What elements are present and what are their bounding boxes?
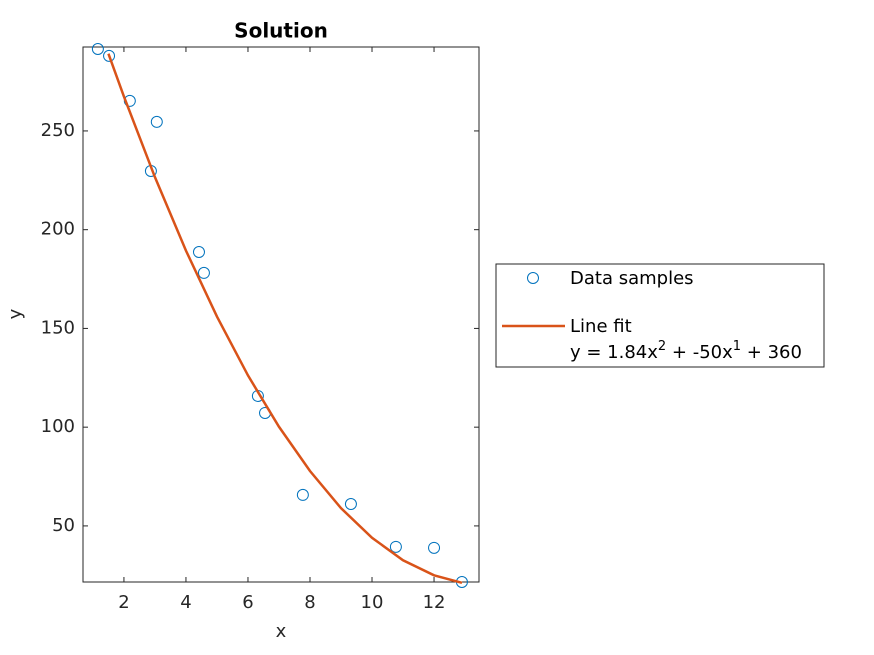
- data-point: [428, 541, 441, 554]
- legend-equation: y = 1.84x2 + -50x1 + 360: [570, 339, 802, 364]
- superscript: 2: [658, 339, 666, 354]
- equation-part: + 360: [741, 342, 802, 363]
- fit-line: [107, 53, 463, 584]
- y-tick-label: 200: [41, 219, 75, 240]
- data-point: [192, 245, 205, 258]
- x-tick-label: 8: [304, 592, 315, 613]
- x-tick-label: 10: [361, 592, 384, 613]
- legend-label: Data samples: [570, 268, 694, 289]
- legend-label: Line fit: [570, 316, 632, 337]
- x-axis-label: x: [276, 621, 287, 642]
- y-tick-label: 250: [41, 120, 75, 141]
- data-point: [103, 49, 116, 62]
- data-point: [150, 115, 163, 128]
- y-axis-label: y: [5, 308, 26, 319]
- chart-title: Solution: [234, 19, 328, 43]
- equation-part: + -50x: [666, 342, 733, 363]
- data-point: [296, 488, 309, 501]
- x-tick-label: 6: [242, 592, 253, 613]
- data-point: [91, 42, 104, 55]
- x-tick-label: 12: [423, 592, 446, 613]
- y-tick-label: 50: [52, 515, 75, 536]
- plot-frame: [82, 46, 480, 583]
- superscript: 1: [733, 339, 741, 354]
- legend-marker: [527, 272, 539, 284]
- legend: [495, 263, 825, 368]
- data-point: [389, 540, 402, 553]
- data-point: [197, 266, 210, 279]
- x-tick-label: 4: [180, 592, 191, 613]
- equation-part: y = 1.84x: [570, 342, 658, 363]
- x-tick-label: 2: [118, 592, 129, 613]
- y-tick-label: 100: [41, 416, 75, 437]
- y-tick-label: 150: [41, 317, 75, 338]
- data-point: [344, 497, 357, 510]
